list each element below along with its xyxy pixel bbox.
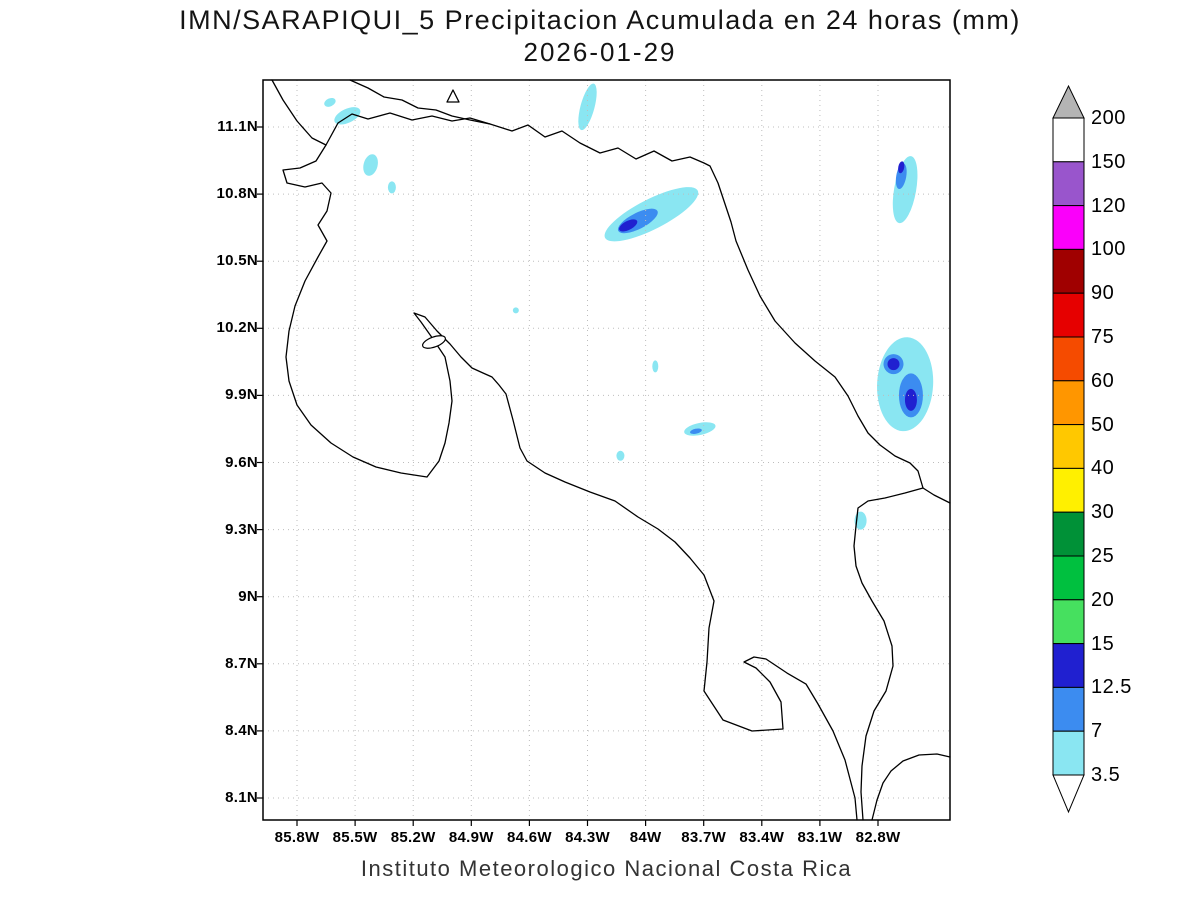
colorbar-tick-label: 7: [1091, 720, 1103, 743]
lat-tick-label: 11.1N: [217, 118, 258, 135]
precipitation-area: [904, 388, 917, 411]
lat-tick-label: 10.8N: [216, 185, 258, 203]
colorbar-cell: [1052, 686, 1085, 732]
precipitation-area: [652, 360, 659, 373]
lon-tick-label: 85.5W: [332, 829, 378, 846]
lon-tick-label: 84.9W: [448, 829, 494, 846]
isla-chira: [421, 335, 447, 349]
colorbar-upper-arrow: [1052, 84, 1085, 119]
colorbar-cell: [1052, 643, 1085, 688]
colorbar-cell: [1052, 248, 1085, 294]
colorbar-cell: [1052, 336, 1085, 382]
colorbar-cell: [1052, 205, 1085, 250]
lon-tick-label: 83.1W: [797, 829, 843, 846]
lon-tick-label: 84W: [629, 829, 662, 846]
colorbar-cell: [1052, 117, 1085, 163]
lon-tick-label: 83.7W: [681, 829, 727, 846]
coastline: [853, 487, 924, 821]
colorbar-tick-label: 200: [1091, 107, 1126, 129]
precipitation-area: [324, 97, 336, 107]
coastline: [871, 753, 951, 821]
colorbar-tick-label: 90: [1091, 282, 1115, 305]
colorbar-tick-label: 150: [1091, 150, 1126, 173]
precipitation-area: [334, 107, 361, 125]
institution-caption: Instituto Meteorologico Nacional Costa R…: [360, 856, 853, 881]
lat-tick-label: 10.2N: [216, 319, 258, 337]
lat-tick-label: 9.9N: [225, 386, 258, 404]
coastline: [446, 89, 460, 103]
colorbar-tick-label: 75: [1091, 326, 1115, 348]
lat-tick-label: 9.6N: [225, 453, 258, 471]
lon-tick-label: 85.2W: [390, 829, 436, 846]
colorbar-tick-label: 20: [1091, 588, 1115, 611]
colorbar-tick-label: 15: [1091, 632, 1115, 655]
lat-tick-label: 9.3N: [225, 520, 258, 538]
lon-tick-label: 82.8W: [855, 829, 901, 846]
colorbar-cell: [1052, 292, 1085, 338]
chart-date: 2026-01-29: [523, 37, 677, 67]
colorbar-cell: [1052, 467, 1085, 513]
precipitation-area: [898, 161, 905, 174]
coastline: [282, 144, 858, 821]
colorbar-cell: [1052, 555, 1085, 601]
colorbar-cell: [1052, 730, 1085, 776]
colorbar-cell: [1052, 599, 1085, 645]
chart-title: IMN/SARAPIQUI_5 Precipitacion Acumulada …: [179, 5, 1021, 35]
colorbar-tick-label: 120: [1091, 194, 1126, 217]
precipitation-area: [387, 181, 396, 194]
colorbar-cell: [1052, 380, 1085, 426]
colorbar-cell: [1052, 161, 1085, 207]
colorbar-tick-label: 30: [1091, 501, 1115, 524]
colorbar-tick-label: 25: [1091, 545, 1115, 567]
lon-tick-label: 83.4W: [739, 829, 785, 846]
colorbar-tick-label: 40: [1091, 457, 1115, 480]
precipitation-area: [512, 307, 519, 314]
lat-tick-label: 8.1N: [225, 789, 258, 806]
precipitation-area: [619, 219, 638, 232]
colorbar-lower-arrow: [1052, 774, 1085, 814]
lon-tick-label: 84.6W: [506, 829, 552, 846]
map-frame: [262, 79, 951, 821]
precipitation-area: [363, 154, 378, 176]
precipitation-area: [578, 83, 597, 131]
colorbar-tick-label: 12.5: [1091, 676, 1132, 699]
colorbar-tick-label: 60: [1091, 369, 1115, 392]
coastline: [349, 79, 491, 125]
colorbar-cell: [1052, 424, 1085, 469]
colorbar-cell: [1052, 511, 1085, 557]
precipitation-area: [616, 450, 625, 461]
lat-tick-label: 10.5N: [216, 252, 258, 270]
colorbar-tick-label: 3.5: [1091, 764, 1121, 786]
lon-tick-label: 85.8W: [274, 829, 320, 846]
colorbar-tick-label: 100: [1091, 238, 1126, 261]
lat-tick-label: 9N: [238, 587, 258, 605]
lon-tick-label: 84.3W: [565, 829, 610, 846]
precipitation-area: [887, 358, 900, 371]
colorbar-tick-label: 50: [1091, 413, 1115, 436]
lat-tick-label: 8.7N: [225, 654, 258, 672]
lat-tick-label: 8.4N: [225, 721, 258, 739]
coastline: [271, 79, 951, 504]
precipitation-area: [690, 428, 702, 434]
